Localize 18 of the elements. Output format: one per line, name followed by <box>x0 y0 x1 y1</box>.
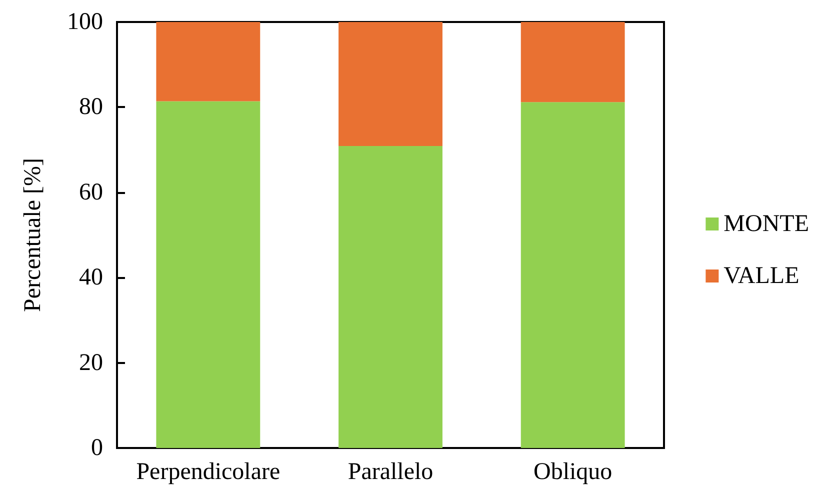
bar <box>338 22 442 146</box>
y-tick-label: 40 <box>79 264 103 291</box>
x-tick-label: Perpendicolare <box>136 459 280 485</box>
y-axis-title: Percentuale [%] <box>20 158 46 312</box>
bar <box>520 22 625 102</box>
y-tick-label: 20 <box>79 350 103 376</box>
y-tick-label: 60 <box>79 179 103 206</box>
y-tick-label: 0 <box>91 435 103 461</box>
x-tick-label: Obliquo <box>533 459 612 485</box>
bar <box>156 101 260 448</box>
y-tick-label: 80 <box>79 94 103 120</box>
y-tick-label: 100 <box>67 9 103 35</box>
bar <box>520 102 625 448</box>
legend-label: MONTE <box>724 211 810 237</box>
bar <box>338 146 442 448</box>
x-tick-label: Parallelo <box>348 459 434 485</box>
bar <box>156 22 260 102</box>
legend-label: VALLE <box>724 263 800 289</box>
